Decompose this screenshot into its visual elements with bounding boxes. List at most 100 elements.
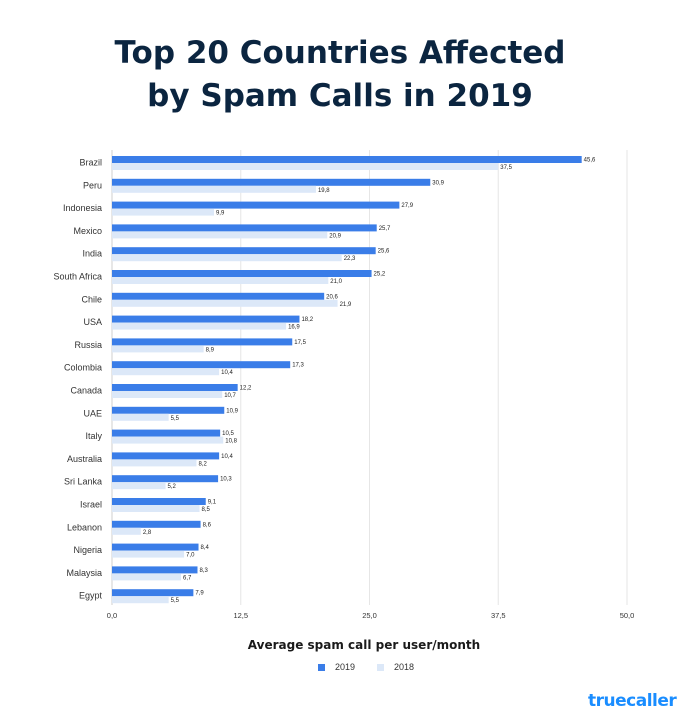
category-label: USA	[83, 317, 102, 327]
data-label-2019: 18,2	[301, 317, 313, 323]
data-label-2019: 45,6	[584, 158, 596, 164]
bar-2019	[112, 452, 220, 460]
bar-2019	[112, 475, 219, 483]
category-label: Colombia	[64, 363, 102, 373]
bar-2019	[112, 178, 431, 186]
x-tick-label: 0,0	[107, 611, 117, 620]
bar-2019	[112, 338, 293, 346]
x-axis-label: Average spam call per user/month	[247, 638, 481, 652]
data-label-2018: 5,5	[171, 416, 180, 422]
data-label-2019: 17,5	[294, 340, 306, 346]
bar-2019	[112, 520, 201, 528]
category-label: Russia	[74, 340, 102, 350]
data-label-2018: 5,2	[168, 484, 177, 490]
bar-2019	[112, 270, 372, 277]
x-tick-label: 50,0	[620, 611, 635, 620]
data-label-2018: 22,3	[344, 256, 356, 262]
data-label-2018: 9,9	[216, 211, 225, 217]
bar-2018	[112, 596, 169, 604]
data-label-2018: 10,4	[221, 370, 233, 376]
category-label: Chile	[81, 294, 102, 304]
bar-2019	[112, 361, 291, 369]
category-label: Malaysia	[66, 568, 102, 578]
category-label: Mexico	[73, 226, 102, 236]
bar-2019	[112, 406, 225, 414]
data-label-2019: 10,3	[220, 477, 232, 483]
data-label-2018: 8,9	[206, 347, 215, 353]
data-label-2018: 16,9	[288, 325, 300, 331]
bar-2018	[112, 527, 141, 535]
legend-item-2019: 2019	[318, 662, 355, 672]
chart-title-line-1: Top 20 Countries Affected	[114, 35, 566, 71]
data-label-2018: 7,0	[186, 553, 195, 559]
bar-2019	[112, 498, 206, 505]
bar-2019	[112, 429, 221, 437]
data-label-2019: 8,3	[199, 568, 208, 574]
bar-2019	[112, 384, 238, 391]
legend-item-2018: 2018	[377, 662, 414, 672]
data-label-2019: 10,4	[221, 454, 233, 460]
data-label-2019: 9,1	[208, 500, 217, 506]
bar-2019	[112, 315, 300, 323]
bar-2018	[112, 277, 329, 284]
data-label-2018: 6,7	[183, 575, 192, 581]
category-label: UAE	[83, 408, 102, 418]
category-label: Australia	[67, 454, 102, 464]
data-label-2018: 10,8	[225, 439, 237, 445]
data-label-2019: 17,3	[292, 363, 304, 369]
data-label-2018: 8,5	[202, 507, 211, 513]
data-label-2019: 8,4	[201, 545, 210, 551]
data-label-2019: 27,9	[401, 203, 413, 209]
bar-2018	[112, 482, 166, 490]
category-label: Brazil	[79, 158, 102, 168]
bar-2019	[112, 292, 325, 300]
x-tick-label: 37,5	[491, 611, 506, 620]
data-label-2018: 8,2	[198, 461, 207, 467]
data-label-2018: 20,9	[329, 233, 341, 239]
bar-2019	[112, 224, 377, 232]
data-label-2018: 2,8	[143, 530, 152, 536]
category-label: Israel	[80, 500, 102, 510]
data-label-2018: 21,0	[330, 279, 342, 285]
bar-2018	[112, 231, 328, 239]
bar-2018	[112, 299, 338, 307]
data-label-2019: 30,9	[432, 180, 444, 186]
bar-2018	[112, 185, 316, 193]
data-label-2019: 10,5	[222, 431, 234, 437]
category-label: Lebanon	[67, 522, 102, 532]
bar-2018	[112, 550, 185, 558]
data-label-2019: 12,2	[240, 386, 252, 392]
category-label: Sri Lanka	[64, 477, 102, 487]
bar-2019	[112, 566, 198, 574]
data-label-2018: 21,9	[340, 302, 352, 308]
x-tick-label: 12,5	[233, 611, 248, 620]
data-label-2018: 19,8	[318, 188, 330, 194]
category-label: Peru	[83, 180, 102, 190]
x-tick-label: 25,0	[362, 611, 377, 620]
bar-2018	[112, 505, 200, 512]
category-label: Canada	[70, 386, 102, 396]
truecaller-logo: truecaller	[588, 691, 677, 711]
bar-2018	[112, 322, 287, 330]
data-label-2019: 25,6	[378, 249, 390, 255]
data-label-2018: 10,7	[224, 393, 236, 399]
legend-swatch-2018	[377, 663, 385, 671]
data-label-2018: 37,5	[500, 165, 512, 171]
data-label-2019: 20,6	[326, 294, 338, 300]
data-label-2019: 10,9	[226, 408, 238, 414]
category-label: India	[82, 249, 102, 259]
data-label-2019: 25,2	[374, 272, 386, 278]
legend-swatch-2019	[318, 663, 325, 671]
bar-2018	[112, 459, 197, 467]
legend-label-2019: 2019	[335, 662, 356, 672]
bar-2019	[112, 156, 582, 163]
bar-2018	[112, 391, 223, 398]
bar-2018	[112, 254, 342, 262]
bar-2018	[112, 345, 204, 353]
data-label-2019: 25,7	[379, 226, 391, 232]
category-label: Nigeria	[73, 545, 102, 555]
data-label-2018: 5,5	[171, 598, 180, 604]
data-label-2019: 7,9	[195, 591, 204, 597]
legend: 2019 2018	[318, 662, 436, 672]
